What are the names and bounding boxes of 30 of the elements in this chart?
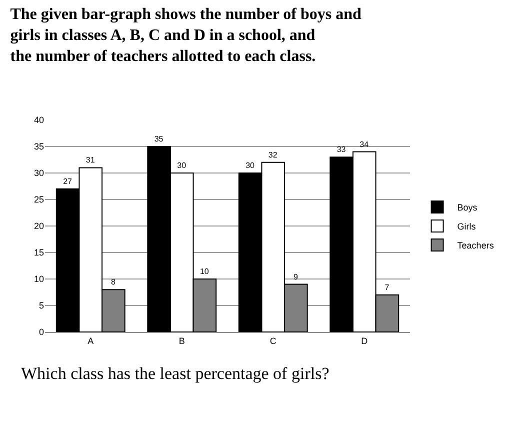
y-tick-label: 20	[34, 221, 44, 232]
y-tick-label: 40	[34, 115, 44, 126]
x-tick-label: D	[361, 336, 368, 346]
data-label: 34	[360, 140, 370, 149]
x-tick-label: C	[270, 336, 277, 346]
data-label: 33	[336, 145, 346, 154]
data-label: 35	[154, 134, 164, 144]
data-label: 9	[293, 272, 298, 282]
chart-title: The given bar-graph shows the number of boys and girls in classes A, B, C and D in a school, and the number of teachers allotted to each class.	[10, 6, 362, 65]
data-label: 27	[63, 176, 73, 186]
y-tick-label: 25	[34, 194, 44, 205]
data-label: 30	[246, 161, 256, 170]
legend-label: Boys	[457, 202, 478, 213]
y-tick-label: 35	[34, 142, 44, 152]
y-tick-label: 10	[34, 274, 44, 284]
data-label: 10	[200, 267, 210, 276]
y-tick-label: 15	[34, 248, 44, 258]
data-label: 31	[86, 156, 96, 165]
data-label: 8	[110, 278, 116, 287]
data-label: 30	[177, 161, 187, 170]
legend-label: Teachers	[457, 240, 494, 251]
y-tick-label: 0	[38, 327, 44, 338]
x-tick-label: A	[88, 336, 94, 346]
text: Which class has the least percentage of girls?	[21, 364, 330, 383]
data-label: 7	[384, 282, 390, 292]
y-tick-label: 30	[34, 168, 44, 178]
y-tick-label: 5	[38, 300, 44, 311]
data-label: 32	[268, 150, 278, 160]
x-tick-label: B	[178, 336, 185, 346]
legend-label: Girls	[457, 222, 476, 232]
